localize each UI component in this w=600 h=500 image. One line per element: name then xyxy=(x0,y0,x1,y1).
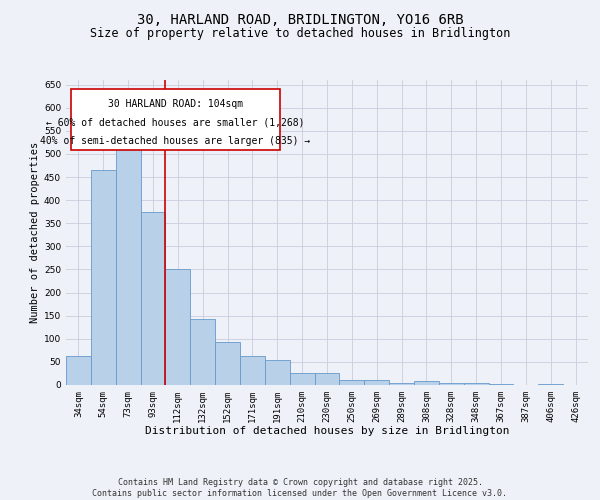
Bar xyxy=(240,356,265,385)
Bar xyxy=(488,384,514,385)
Bar xyxy=(364,380,389,385)
Y-axis label: Number of detached properties: Number of detached properties xyxy=(30,142,40,323)
Bar xyxy=(66,356,91,385)
Text: ← 60% of detached houses are smaller (1,268): ← 60% of detached houses are smaller (1,… xyxy=(46,118,305,128)
Bar xyxy=(439,383,464,385)
Bar xyxy=(464,382,488,385)
X-axis label: Distribution of detached houses by size in Bridlington: Distribution of detached houses by size … xyxy=(145,426,509,436)
Text: 30 HARLAND ROAD: 104sqm: 30 HARLAND ROAD: 104sqm xyxy=(108,100,243,110)
Bar xyxy=(290,374,314,385)
FancyBboxPatch shape xyxy=(71,89,280,150)
Bar xyxy=(389,382,414,385)
Bar xyxy=(91,170,116,385)
Text: 40% of semi-detached houses are larger (835) →: 40% of semi-detached houses are larger (… xyxy=(40,136,311,146)
Bar xyxy=(166,270,190,385)
Bar xyxy=(414,382,439,385)
Bar xyxy=(314,374,340,385)
Bar xyxy=(140,212,166,385)
Bar xyxy=(340,380,364,385)
Bar xyxy=(116,140,140,385)
Bar xyxy=(190,320,215,385)
Bar xyxy=(265,360,290,385)
Text: Contains HM Land Registry data © Crown copyright and database right 2025.
Contai: Contains HM Land Registry data © Crown c… xyxy=(92,478,508,498)
Bar xyxy=(215,342,240,385)
Text: 30, HARLAND ROAD, BRIDLINGTON, YO16 6RB: 30, HARLAND ROAD, BRIDLINGTON, YO16 6RB xyxy=(137,12,463,26)
Bar xyxy=(538,384,563,385)
Text: Size of property relative to detached houses in Bridlington: Size of property relative to detached ho… xyxy=(90,28,510,40)
